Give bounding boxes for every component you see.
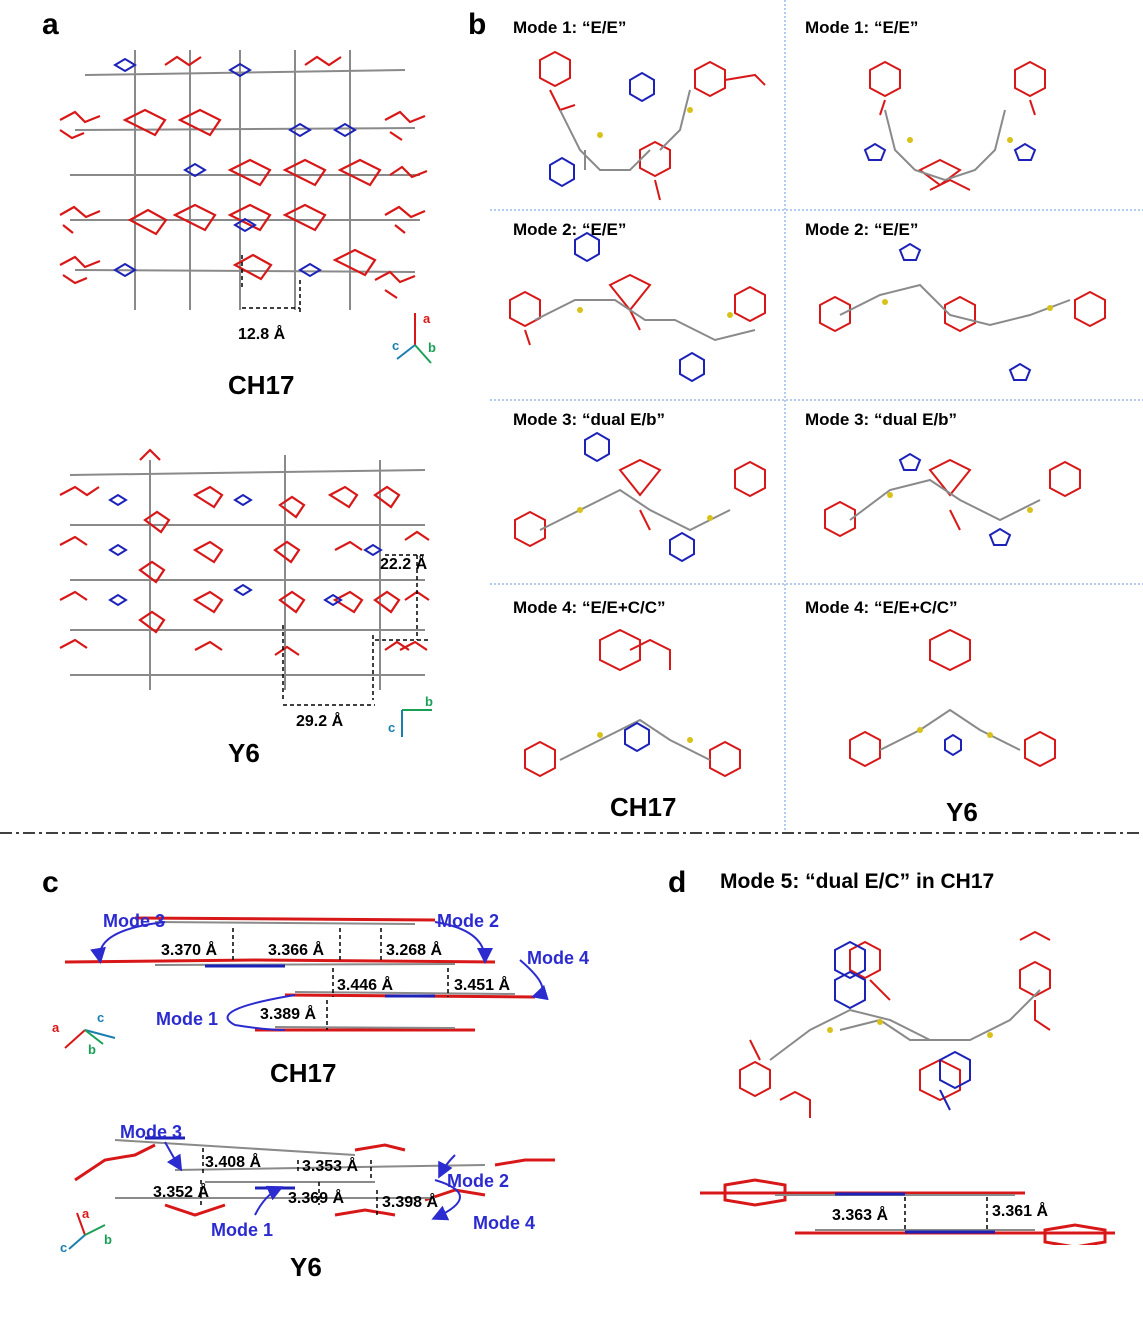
panel-c-y6-stack: [55, 1120, 615, 1240]
c-y6-mode2: Mode 2: [447, 1171, 510, 1191]
b-left-mode2-title: Mode 2: “E/E”: [513, 220, 627, 239]
d-title: Mode 5: “dual E/C” in CH17: [720, 870, 995, 893]
panel-letter-d: d: [668, 866, 687, 899]
panel-b-grid: [490, 0, 1143, 830]
ch17-packing-image: [55, 40, 435, 320]
c-ch17-mode2: Mode 2: [437, 911, 500, 931]
y6-vertical-distance: 22.2 Å: [380, 556, 428, 573]
panel-d-molecule: [720, 930, 1120, 1130]
b-y6-label: Y6: [946, 797, 978, 827]
c-y6-label: Y6: [290, 1252, 322, 1282]
c-y6-mode1: Mode 1: [211, 1220, 274, 1240]
c-ch17-mode1: Mode 1: [156, 1009, 219, 1029]
ch17-axis-triad: [385, 305, 445, 375]
axis-label-c-y6: c: [388, 720, 396, 735]
c-y6-axis-b: b: [104, 1232, 112, 1247]
c-y6-mode4: Mode 4: [473, 1213, 536, 1233]
c-axis-a: a: [52, 1020, 60, 1035]
c-ch17-dist-4: 3.446 Å: [337, 977, 394, 994]
panel-d-stack: [695, 1175, 1140, 1245]
c-ch17-dist-5: 3.451 Å: [454, 977, 511, 994]
ch17-lattice-distance: 12.8 Å: [238, 326, 286, 343]
y6-horizontal-arrow: [283, 700, 375, 710]
c-axis-c: c: [97, 1010, 105, 1025]
y6-horizontal-distance: 29.2 Å: [296, 713, 344, 730]
b-right-mode2-title: Mode 2: “E/E”: [805, 220, 919, 239]
b-right-mode3-title: Mode 3: “dual E/b”: [805, 410, 958, 429]
b-right-mode4-title: Mode 4: “E/E+C/C”: [805, 598, 958, 617]
y6-packing-image: [55, 440, 440, 700]
d-dist-2: 3.361 Å: [992, 1203, 1049, 1220]
panel-c-ch17-stack: [55, 900, 615, 1050]
c-ch17-dist-1: 3.370 Å: [161, 942, 218, 959]
b-left-mode4-title: Mode 4: “E/E+C/C”: [513, 598, 666, 617]
c-y6-dist-2: 3.353 Å: [302, 1158, 359, 1175]
panel-b-molecules: [490, 40, 1143, 800]
c-y6-axis-c: c: [60, 1240, 68, 1255]
panel-letter-b: b: [468, 8, 487, 41]
y6-label-a: Y6: [228, 738, 260, 768]
c-y6-dist-4: 3.369 Å: [288, 1190, 345, 1207]
ch17-label-a: CH17: [228, 370, 295, 400]
c-y6-axis-triad: [55, 1205, 125, 1255]
c-ch17-dist-2: 3.366 Å: [268, 942, 325, 959]
c-ch17-label: CH17: [270, 1058, 337, 1088]
c-axis-b: b: [88, 1042, 96, 1057]
d-dist-1: 3.363 Å: [832, 1207, 889, 1224]
c-ch17-mode4: Mode 4: [527, 948, 590, 968]
c-y6-dist-5: 3.398 Å: [382, 1194, 439, 1211]
panel-letter-a: a: [42, 8, 59, 41]
b-left-mode1-title: Mode 1: “E/E”: [513, 18, 627, 37]
c-ch17-mode3: Mode 3: [103, 911, 166, 931]
panel-letter-c: c: [42, 866, 59, 899]
c-ch17-dist-6: 3.389 Å: [260, 1006, 317, 1023]
axis-label-b-y6: b: [425, 694, 433, 709]
axis-label-c: c: [392, 338, 400, 353]
c-ch17-dist-3: 3.268 Å: [386, 942, 443, 959]
b-ch17-label: CH17: [610, 792, 677, 822]
y6-axis-triad: [392, 695, 442, 740]
section-divider: [0, 828, 1143, 838]
axis-label-a: a: [423, 311, 431, 326]
b-right-mode1-title: Mode 1: “E/E”: [805, 18, 919, 37]
c-y6-dist-3: 3.352 Å: [153, 1184, 210, 1201]
b-left-mode3-title: Mode 3: “dual E/b”: [513, 410, 666, 429]
c-y6-dist-1: 3.408 Å: [205, 1154, 262, 1171]
axis-label-b: b: [428, 340, 436, 355]
c-y6-mode3: Mode 3: [120, 1122, 183, 1142]
c-ch17-axis-triad: [55, 1010, 125, 1060]
c-y6-axis-a: a: [82, 1206, 90, 1221]
